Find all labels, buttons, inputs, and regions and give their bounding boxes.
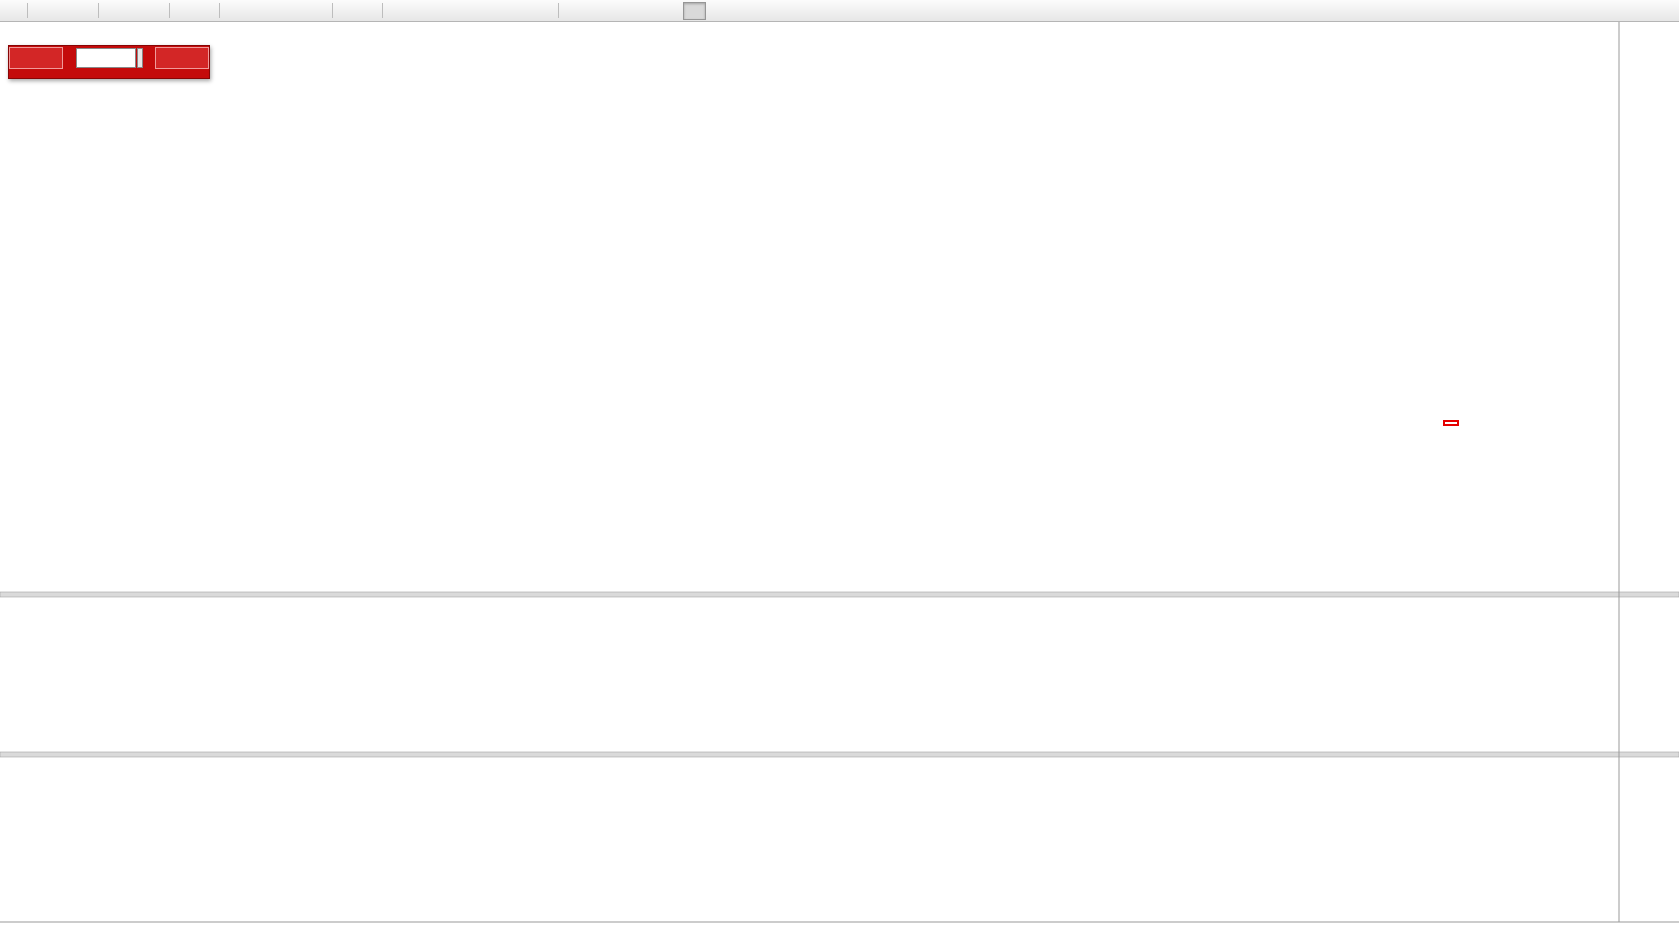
zoom-out-button[interactable]: [195, 1, 215, 20]
new-order-button[interactable]: [3, 1, 23, 20]
volume-input[interactable]: [75, 48, 136, 68]
toolbar-separator: [332, 3, 333, 18]
templates-button[interactable]: [308, 1, 328, 20]
toolbar-separator: [382, 3, 383, 18]
fibonacci-button[interactable]: [471, 1, 491, 20]
tile-windows-button[interactable]: [224, 1, 244, 20]
candlestick-button[interactable]: [124, 1, 144, 20]
volume-control: [63, 48, 155, 68]
toolbar-separator: [219, 3, 220, 18]
cascade-windows-button[interactable]: [245, 1, 265, 20]
channel-button[interactable]: [450, 1, 470, 20]
crosshair-button[interactable]: [358, 1, 378, 20]
buy-button[interactable]: [155, 47, 209, 69]
timeframe-h4-button[interactable]: [683, 1, 706, 20]
deposit-button[interactable]: [32, 1, 52, 20]
autotrading-button[interactable]: [74, 1, 94, 20]
indicators-button[interactable]: [266, 1, 286, 20]
properties-button[interactable]: [1656, 1, 1676, 20]
horizontal-line-button[interactable]: [408, 1, 428, 20]
toolbar-separator: [27, 3, 28, 18]
timeframe-d1-button[interactable]: [707, 2, 730, 20]
price-axis-background: [1619, 22, 1679, 947]
pane-separator[interactable]: [0, 591, 1679, 598]
shapes-button[interactable]: [534, 1, 554, 20]
toolbar-separator: [558, 3, 559, 18]
toolbar-separator: [98, 3, 99, 18]
trendline-button[interactable]: [429, 1, 449, 20]
window-layout-button[interactable]: [1635, 1, 1655, 20]
sell-button[interactable]: [9, 47, 63, 69]
timeframe-w1-button[interactable]: [731, 2, 754, 20]
timeframe-m15-button[interactable]: [611, 2, 634, 20]
toolbar-separator: [169, 3, 170, 18]
one-click-trading-panel: [8, 45, 210, 79]
community-button[interactable]: [53, 1, 73, 20]
timeframe-m1-button[interactable]: [563, 2, 586, 20]
level-label-box[interactable]: [1443, 420, 1459, 426]
zoom-in-button[interactable]: [174, 1, 194, 20]
timeframe-h1-button[interactable]: [659, 2, 682, 20]
text-button[interactable]: [492, 1, 512, 20]
cursor-button[interactable]: [337, 1, 357, 20]
timeframe-m30-button[interactable]: [635, 2, 658, 20]
timeframe-mn-button[interactable]: [755, 2, 778, 20]
pane-separator[interactable]: [0, 751, 1679, 758]
toolbar: [0, 0, 1679, 22]
timeframe-m5-button[interactable]: [587, 2, 610, 20]
volume-stepper[interactable]: [136, 48, 143, 68]
vertical-line-button[interactable]: [387, 1, 407, 20]
bar-chart-button[interactable]: [103, 1, 123, 20]
periods-button[interactable]: [287, 1, 307, 20]
line-chart-button[interactable]: [145, 1, 165, 20]
text-label-button[interactable]: [513, 1, 533, 20]
